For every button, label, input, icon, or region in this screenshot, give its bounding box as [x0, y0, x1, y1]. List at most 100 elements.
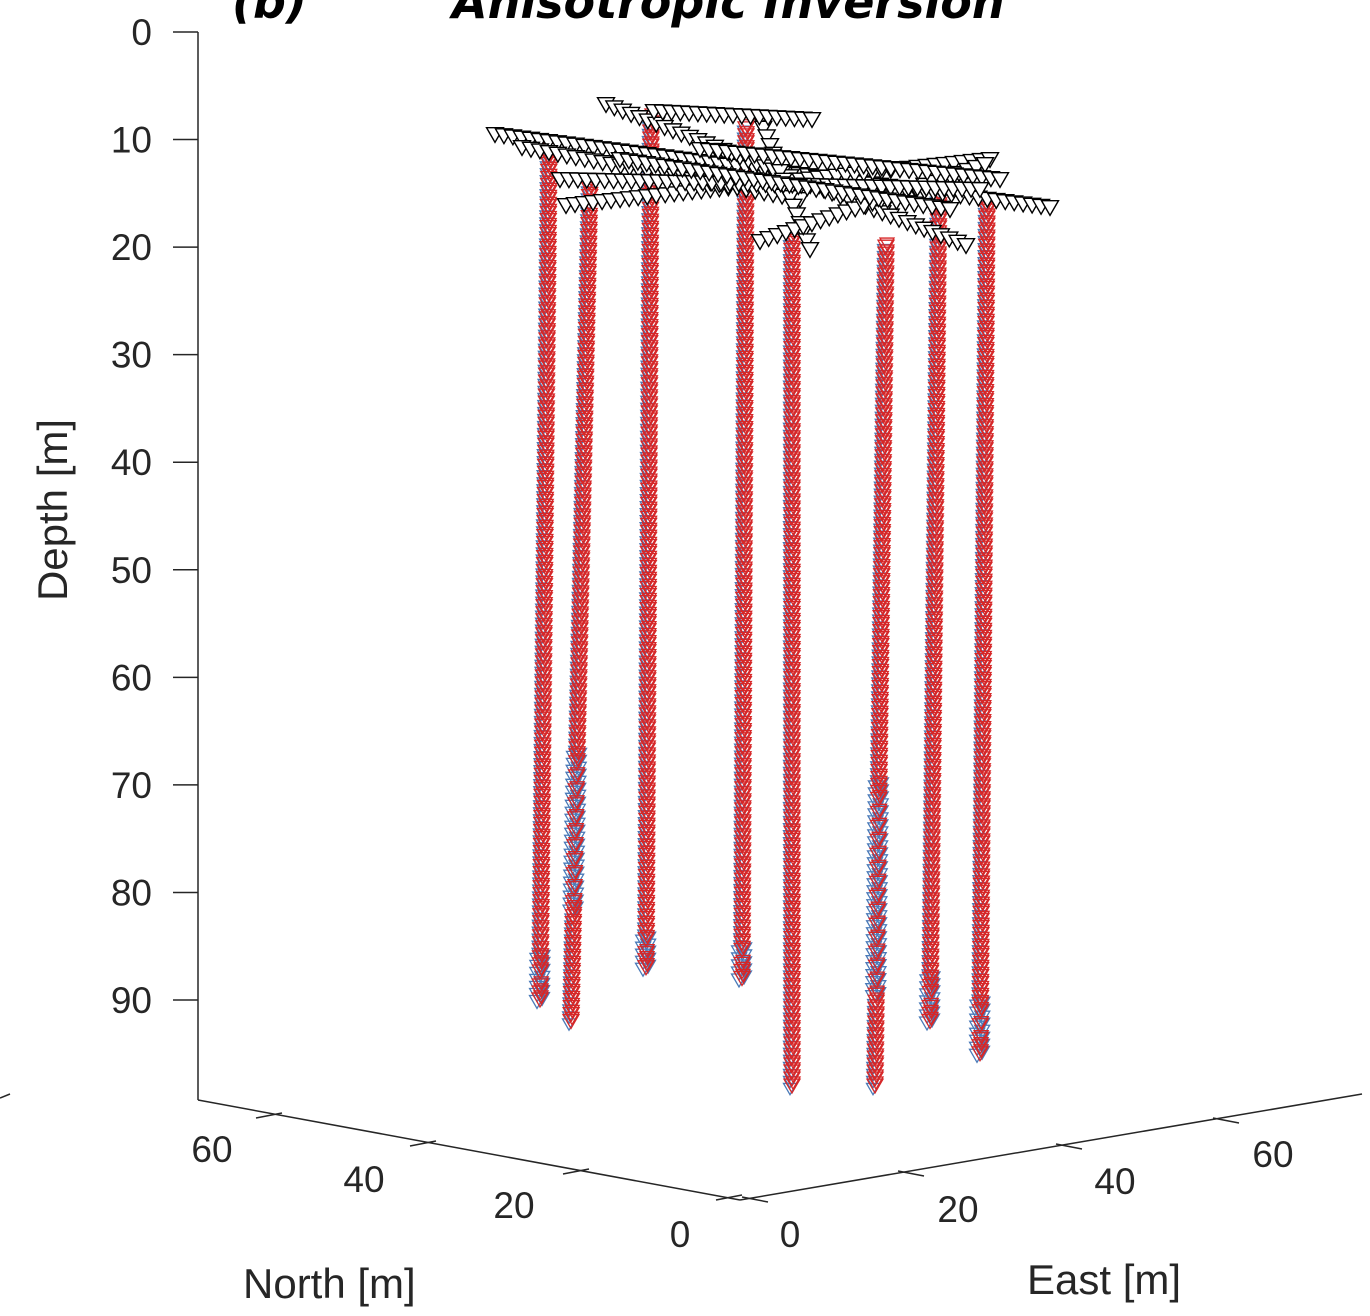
east-axis-line [739, 1093, 1363, 1201]
borehole-marker [641, 571, 658, 586]
borehole-marker [639, 922, 656, 937]
borehole-marker [784, 381, 802, 396]
borehole-marker [565, 853, 584, 869]
borehole-marker [877, 335, 894, 350]
borehole-marker [925, 773, 942, 788]
borehole-marker [538, 491, 555, 506]
depth-tick-label: 20 [111, 227, 152, 268]
borehole-marker [736, 687, 753, 702]
borehole-marker [575, 515, 592, 530]
borehole-marker [977, 468, 994, 483]
borehole-marker [735, 744, 753, 759]
borehole-marker [870, 901, 887, 916]
borehole-marker [540, 281, 557, 296]
borehole-marker [926, 632, 944, 647]
borehole-5 [782, 226, 802, 1096]
borehole-marker [978, 313, 996, 328]
borehole-marker [867, 973, 886, 990]
borehole-marker [784, 928, 802, 943]
borehole-marker [641, 529, 658, 544]
borehole-marker [581, 242, 598, 257]
borehole-marker [784, 978, 802, 993]
borehole-marker [738, 245, 755, 260]
borehole-marker [540, 231, 558, 246]
borehole-marker [979, 271, 996, 286]
borehole-marker [923, 934, 940, 949]
borehole-marker [736, 519, 754, 534]
borehole-marker [538, 421, 556, 436]
borehole-marker [784, 711, 802, 726]
borehole-marker [873, 649, 890, 664]
borehole-marker [973, 994, 990, 1009]
borehole-marker [874, 572, 891, 588]
borehole-marker [868, 847, 888, 864]
borehole-marker [877, 314, 895, 329]
borehole-marker [784, 479, 802, 494]
borehole-marker [572, 620, 589, 635]
borehole-marker [977, 531, 994, 546]
borehole-marker [877, 370, 894, 385]
borehole-marker [877, 321, 895, 336]
borehole-marker [737, 357, 755, 372]
borehole-marker [533, 898, 551, 914]
borehole-marker [637, 932, 656, 948]
borehole-marker [643, 248, 660, 263]
borehole-marker [737, 414, 754, 429]
borehole-marker [784, 795, 802, 810]
borehole-marker [569, 781, 586, 796]
borehole-marker [975, 671, 993, 686]
borehole-marker [784, 444, 802, 459]
borehole-marker [971, 1018, 990, 1034]
borehole-marker [979, 285, 996, 300]
borehole-marker [535, 723, 552, 738]
borehole-marker [573, 585, 590, 600]
borehole-marker [979, 215, 996, 230]
borehole-marker [977, 461, 994, 476]
borehole-marker [640, 663, 657, 678]
borehole-marker [924, 829, 942, 844]
borehole-marker [641, 431, 659, 446]
borehole-marker [738, 238, 755, 253]
borehole-marker [871, 803, 888, 818]
borehole-marker [875, 489, 892, 504]
borehole-marker [925, 716, 943, 731]
borehole-marker [643, 255, 660, 270]
borehole-marker [973, 917, 991, 932]
north-tick-label: 0 [670, 1214, 691, 1255]
borehole-marker [977, 447, 995, 462]
borehole-marker [784, 774, 802, 789]
borehole-marker [735, 814, 752, 829]
depth-tick-label: 80 [111, 872, 152, 913]
borehole-marker [735, 863, 752, 878]
borehole-marker [582, 207, 599, 222]
borehole-marker [533, 891, 551, 907]
borehole-marker [735, 926, 752, 941]
axes-frame [0, 32, 1363, 1201]
borehole-marker [534, 856, 551, 871]
borehole-marker [564, 990, 581, 1005]
borehole-marker [971, 1004, 990, 1020]
borehole-marker [737, 470, 754, 485]
borehole-marker [927, 618, 944, 633]
borehole-marker [979, 236, 996, 251]
borehole-marker [736, 708, 753, 724]
borehole-marker [566, 913, 583, 928]
borehole-marker [533, 920, 550, 935]
borehole-marker [561, 1013, 581, 1030]
borehole-marker [533, 962, 550, 977]
borehole-marker [878, 286, 895, 301]
borehole-marker [784, 746, 802, 761]
borehole-marker [784, 310, 802, 325]
borehole-marker [579, 305, 597, 320]
borehole-marker [923, 955, 940, 970]
borehole-marker [567, 755, 586, 772]
borehole-marker [736, 631, 753, 646]
borehole-marker [533, 913, 550, 928]
borehole-marker [536, 667, 553, 682]
borehole-marker [979, 299, 996, 314]
borehole-marker [784, 303, 802, 318]
borehole-marker [977, 524, 994, 539]
borehole-marker [978, 355, 995, 370]
borehole-marker [784, 690, 802, 705]
borehole-marker [639, 894, 656, 909]
